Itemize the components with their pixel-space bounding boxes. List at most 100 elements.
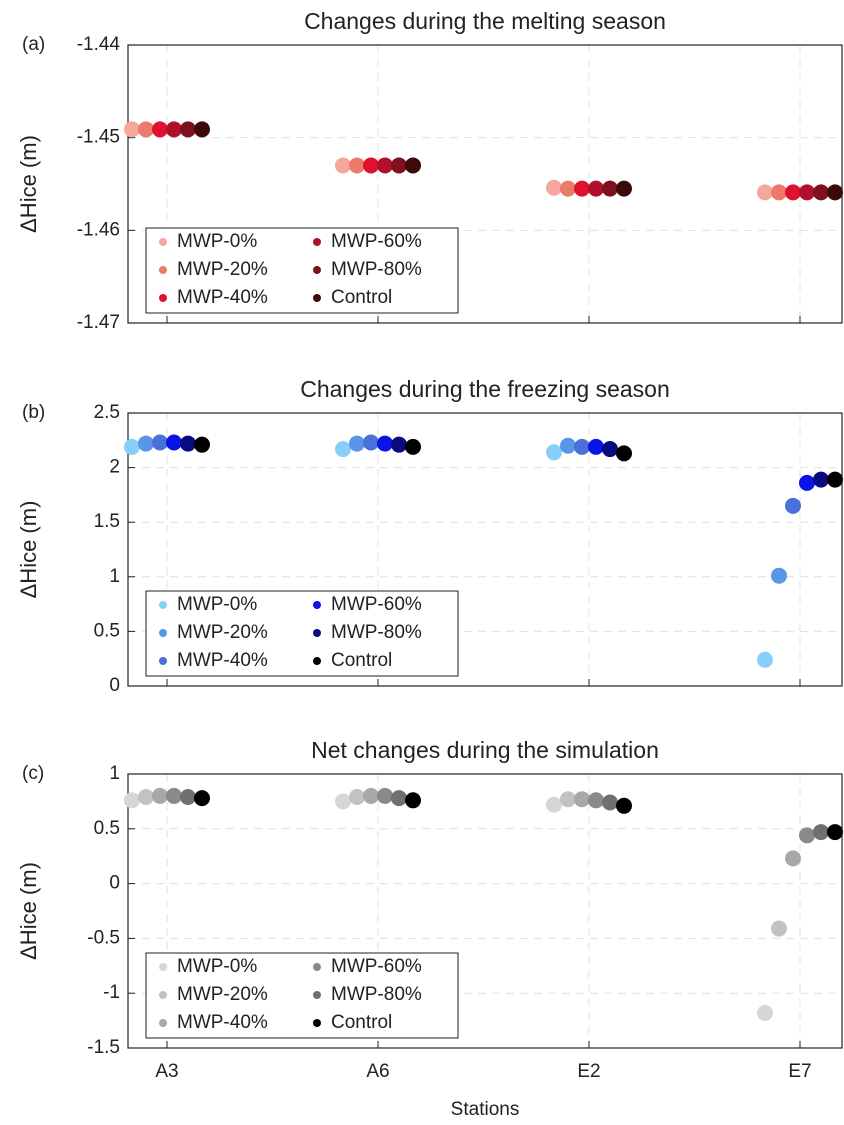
data-point	[827, 824, 843, 841]
legend-marker	[159, 1019, 167, 1027]
data-point	[813, 471, 829, 488]
data-point	[616, 797, 632, 814]
data-point	[602, 794, 618, 811]
data-point	[771, 184, 787, 201]
y-tick-label: -1.5	[87, 1037, 120, 1058]
data-point	[391, 157, 407, 174]
legend-marker	[313, 629, 321, 637]
legend-marker	[313, 601, 321, 609]
data-point	[588, 438, 604, 455]
legend-label: MWP-0%	[177, 231, 257, 252]
chart-title: Changes during the melting season	[304, 8, 666, 34]
legend-label: MWP-80%	[331, 984, 422, 1005]
data-point	[391, 436, 407, 453]
data-point	[757, 1004, 773, 1021]
data-point	[827, 471, 843, 488]
legend-label: MWP-20%	[177, 622, 268, 643]
data-point	[124, 792, 140, 809]
legend-label: MWP-0%	[177, 956, 257, 977]
legend-label: MWP-80%	[331, 622, 422, 643]
legend-label: Control	[331, 650, 392, 671]
data-point	[391, 790, 407, 807]
y-tick-label: -1.47	[77, 312, 120, 333]
legend-label: MWP-0%	[177, 594, 257, 615]
data-point	[363, 157, 379, 174]
data-point	[785, 850, 801, 867]
legend-marker	[159, 238, 167, 246]
legend-marker	[159, 657, 167, 665]
data-point	[138, 121, 154, 138]
data-point	[180, 789, 196, 806]
data-point	[588, 180, 604, 197]
data-point	[194, 121, 210, 138]
y-tick-label: 2.5	[94, 402, 120, 423]
legend-label: Control	[331, 1012, 392, 1033]
legend-label: MWP-40%	[177, 650, 268, 671]
x-tick-label: A3	[155, 1061, 178, 1082]
legend-marker	[159, 294, 167, 302]
y-tick-label: -1	[103, 982, 120, 1003]
data-point	[799, 827, 815, 844]
legend-marker	[313, 963, 321, 971]
legend-label: MWP-40%	[177, 287, 268, 308]
y-axis-label: ΔHice (m)	[16, 501, 41, 599]
x-tick-label: E7	[788, 1061, 811, 1082]
data-point	[194, 436, 210, 453]
legend-label: MWP-20%	[177, 259, 268, 280]
data-point	[560, 437, 576, 454]
legend-marker	[313, 238, 321, 246]
data-point	[166, 434, 182, 451]
legend-label: MWP-40%	[177, 1012, 268, 1033]
data-point	[546, 444, 562, 461]
legend-marker	[313, 657, 321, 665]
data-point	[785, 497, 801, 514]
legend-label: MWP-20%	[177, 984, 268, 1005]
legend-marker	[313, 266, 321, 274]
data-point	[588, 792, 604, 809]
data-point	[180, 435, 196, 452]
data-point	[771, 567, 787, 584]
data-point	[363, 434, 379, 451]
data-point	[152, 434, 168, 451]
data-point	[757, 184, 773, 201]
data-point	[546, 179, 562, 196]
legend-marker	[313, 991, 321, 999]
data-point	[124, 438, 140, 455]
data-point	[152, 121, 168, 138]
y-tick-label: -1.44	[77, 34, 121, 55]
data-point	[574, 180, 590, 197]
data-point	[166, 121, 182, 138]
data-point	[771, 920, 787, 937]
legend-label: MWP-60%	[331, 231, 422, 252]
legend-label: MWP-60%	[331, 956, 422, 977]
data-point	[180, 121, 196, 138]
y-tick-label: 2	[109, 457, 120, 478]
legend-marker	[159, 629, 167, 637]
data-point	[560, 791, 576, 808]
legend-marker	[159, 266, 167, 274]
x-tick-label: E2	[577, 1061, 600, 1082]
data-point	[138, 789, 154, 806]
data-point	[616, 445, 632, 462]
y-tick-label: -0.5	[87, 927, 120, 948]
data-point	[124, 121, 140, 138]
data-point	[349, 789, 365, 806]
data-point	[194, 790, 210, 807]
data-point	[349, 157, 365, 174]
plot-frame	[127, 412, 843, 687]
y-tick-label: -1.45	[77, 127, 120, 148]
y-tick-label: 0	[109, 873, 120, 894]
data-point	[546, 796, 562, 813]
data-point	[757, 651, 773, 668]
chart-title: Net changes during the simulation	[311, 737, 659, 763]
y-axis-label: ΔHice (m)	[16, 135, 41, 233]
data-point	[799, 474, 815, 491]
data-point	[335, 157, 351, 174]
y-tick-label: 0.5	[94, 818, 120, 839]
y-tick-label: 1	[109, 566, 120, 587]
data-point	[799, 184, 815, 201]
legend-marker	[159, 963, 167, 971]
panel-label: (c)	[22, 763, 44, 784]
legend-label: MWP-60%	[331, 594, 422, 615]
